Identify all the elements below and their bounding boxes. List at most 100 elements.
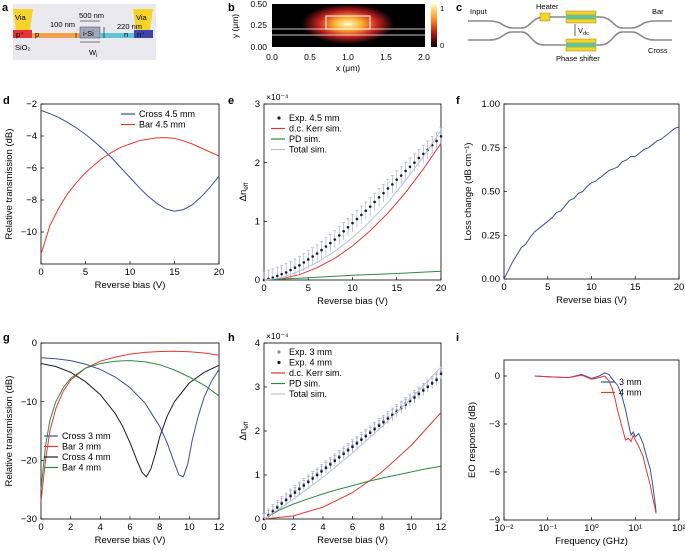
heater-block xyxy=(539,12,551,22)
panel-b: b ez ω SiO₂ 1 0 0.50 0.25 0.00 y (μm) 0.0… xyxy=(228,0,444,73)
n-region xyxy=(100,33,134,38)
data-point xyxy=(275,274,279,278)
series-line xyxy=(263,270,442,281)
series-line xyxy=(534,374,657,514)
exponent-e: ×10⁻⁴ xyxy=(266,92,289,102)
ytick-label-i: 0 xyxy=(495,371,500,382)
data-point xyxy=(373,200,376,204)
n-plus-region xyxy=(134,30,153,38)
series-e-0 xyxy=(262,127,443,282)
data-point xyxy=(289,268,292,272)
xlabel-g: Reverse bias (V) xyxy=(95,535,166,546)
phase-shifter-bottom-electrode-2 xyxy=(565,46,597,52)
b-xtick-0: 0.0 xyxy=(266,52,278,62)
data-point xyxy=(382,420,385,424)
ytick-label-f: 0.25 xyxy=(482,230,501,241)
legend-marker xyxy=(277,116,281,120)
data-point xyxy=(351,445,354,449)
panel-a: a Via Via p⁺ p i-Si n n⁺ 500 nm 100 nm 2… xyxy=(2,2,156,60)
series-g-0 xyxy=(40,357,220,478)
ytick-label-h: 0 xyxy=(255,514,260,525)
phase-shifter-top-waveguide xyxy=(566,15,596,19)
legend-label: Total sim. xyxy=(289,389,327,399)
data-point xyxy=(413,161,416,164)
xlabel-e: Reverse bias (V) xyxy=(317,296,388,307)
ylabel-i: EO response (dB) xyxy=(467,402,478,478)
series-line xyxy=(40,360,220,490)
xtick-label-g: 6 xyxy=(127,522,132,533)
xtick-label-h: 10 xyxy=(406,522,417,533)
data-point xyxy=(311,477,314,480)
data-point xyxy=(324,466,328,470)
series-h-3 xyxy=(263,465,442,520)
panel-label-d: d xyxy=(3,95,10,107)
legend-label: Exp. 4.5 mm xyxy=(289,113,340,123)
vdc-label: Vdc xyxy=(578,26,589,37)
via-right xyxy=(133,9,153,30)
series-g-1 xyxy=(40,350,220,502)
series-line xyxy=(40,363,220,478)
data-point xyxy=(422,389,425,392)
b-xtick-1: 0.5 xyxy=(304,52,316,62)
xtick-label-d: 15 xyxy=(169,267,180,278)
series-line xyxy=(263,412,442,520)
ytick-label-e: 0 xyxy=(255,275,260,286)
panel-label-b: b xyxy=(228,2,235,14)
data-point xyxy=(355,217,359,221)
data-point xyxy=(293,491,297,494)
series-line xyxy=(40,350,220,502)
data-point xyxy=(329,241,332,245)
panel-label-a: a xyxy=(2,2,9,14)
bar-label: Bar xyxy=(652,7,664,16)
panel-label-e: e xyxy=(228,95,234,107)
xtick-label-f: 20 xyxy=(674,282,685,293)
i-si-label: i-Si xyxy=(83,29,94,38)
series-line xyxy=(40,137,220,255)
b-xtick-2: 1.0 xyxy=(342,52,354,62)
ytick-label-g: −10 xyxy=(21,397,37,408)
data-point xyxy=(302,261,306,264)
b-ytick-2: 0.00 xyxy=(250,42,267,52)
chart-e: e 0 5 10 15 20 0 1 2 3 Reverse bias (V) Δneff ×10⁻⁴ E… xyxy=(228,92,446,307)
legend-label: d.c. Kerr sim. xyxy=(289,124,342,134)
xtick-label-f: 0 xyxy=(501,282,506,293)
p-label: p xyxy=(35,30,39,39)
series-g-2 xyxy=(40,363,220,478)
ytick-label-g: 0 xyxy=(32,338,37,349)
data-point xyxy=(413,396,416,399)
via-right-label: Via xyxy=(136,13,148,22)
data-point xyxy=(306,480,310,484)
sio2-label-a: SiO₂ xyxy=(15,43,31,52)
wi-label: Wi xyxy=(89,48,97,59)
series-line xyxy=(40,357,220,478)
ytick-label-e: 1 xyxy=(255,217,260,228)
data-point xyxy=(417,156,421,160)
phase-shifter-bottom-electrode-1 xyxy=(565,38,597,44)
ylabel-g: Relative transmission (dB) xyxy=(4,376,15,487)
dim-220-label: 220 nm xyxy=(117,22,142,31)
ylabel-f: Loss change (dB cm⁻¹) xyxy=(463,143,474,241)
n-plus-label: n⁺ xyxy=(137,30,145,39)
data-point xyxy=(368,431,372,435)
via-left xyxy=(13,9,33,30)
data-point xyxy=(435,139,438,143)
data-point xyxy=(293,266,297,269)
panel-c: c Input Heater Bar Cross Vdc Phase shift… xyxy=(456,2,672,63)
xtick-label-i: 10¹ xyxy=(628,523,642,534)
ytick-label-i: −3 xyxy=(489,419,500,430)
ytick-label-h: 4 xyxy=(255,338,260,349)
xtick-label-e: 15 xyxy=(391,283,402,294)
xtick-label-h: 4 xyxy=(320,522,325,533)
data-point xyxy=(298,487,301,491)
xtick-label-g: 8 xyxy=(157,522,162,533)
xtick-label-i: 10⁻² xyxy=(495,523,514,534)
xtick-label-g: 2 xyxy=(68,522,73,533)
data-point xyxy=(391,183,394,186)
ytick-label-f: 0.75 xyxy=(482,143,501,154)
ytick-label-h: 3 xyxy=(255,382,260,393)
data-point xyxy=(275,506,279,509)
ylabel-e: Δneff xyxy=(238,182,250,201)
